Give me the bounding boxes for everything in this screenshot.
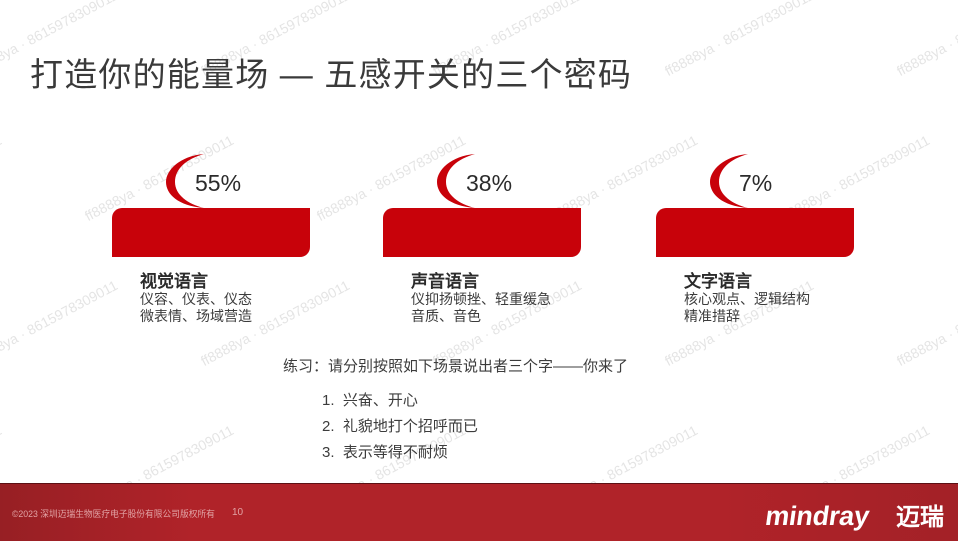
svg-text:mindray: mindray — [763, 500, 871, 531]
svg-text:迈瑞: 迈瑞 — [896, 504, 944, 531]
